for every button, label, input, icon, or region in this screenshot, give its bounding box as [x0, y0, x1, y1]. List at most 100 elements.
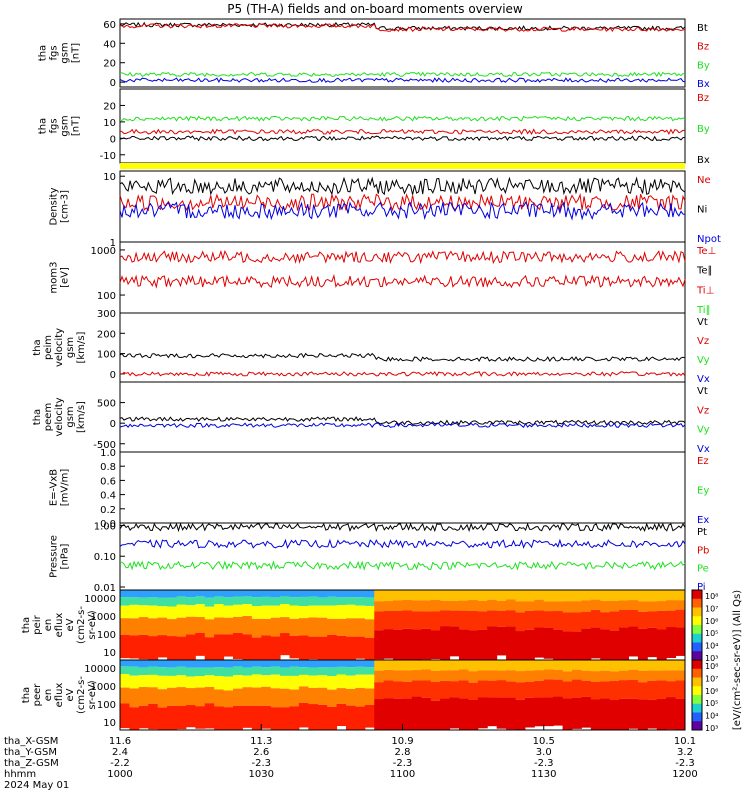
spectrogram-cell	[647, 590, 658, 602]
colorbar-swatch	[692, 633, 702, 643]
legend-item: Te∥	[696, 266, 713, 277]
spectrogram-cell	[261, 686, 272, 706]
spectrogram-cell	[289, 689, 300, 707]
series-Vt	[119, 416, 686, 426]
spectrogram-cell	[289, 618, 300, 636]
spectrogram-cell	[543, 627, 554, 659]
panel-frame	[119, 18, 686, 88]
spectrogram-cell	[280, 633, 290, 656]
spectrogram-cell	[600, 698, 611, 730]
x-axis-row-label: 2024 May 01	[4, 780, 69, 791]
spectrogram-cell	[251, 637, 262, 660]
spectrogram-cell	[336, 590, 347, 598]
legend-item: Vx	[697, 444, 710, 455]
spectrogram-cell	[242, 596, 253, 605]
spectrogram-cell	[637, 660, 648, 671]
spectrogram-cell	[524, 682, 535, 698]
x-tick-label: 1100	[390, 769, 415, 780]
legend-item: Vt	[697, 317, 708, 328]
spectrogram-cell	[515, 699, 526, 730]
spectrogram-cell	[214, 689, 225, 707]
spectrogram-cell	[336, 618, 347, 636]
y-tick-label: 1.00	[94, 521, 116, 532]
spectrogram-cell	[317, 667, 328, 676]
spectrogram-cell	[459, 680, 469, 699]
spectrogram-cell	[449, 670, 460, 682]
colorbar-swatch	[692, 660, 702, 670]
spectrogram-cell	[233, 675, 243, 689]
spectrogram-cell	[138, 634, 149, 660]
colorbar-swatch	[692, 721, 702, 731]
spectrogram-cell	[459, 660, 469, 670]
y-tick-label: 300	[97, 309, 116, 320]
colorbar-swatch	[692, 616, 702, 626]
spectrogram-cell	[242, 667, 253, 676]
spectrogram-cell	[129, 635, 140, 659]
spectrogram-cell	[298, 590, 309, 597]
spectrogram-cell	[421, 628, 432, 660]
spectrogram-cell	[666, 610, 677, 628]
y-tick-label: 500	[97, 399, 116, 410]
colorbar-swatch	[692, 607, 702, 617]
spectrogram-cell	[129, 688, 140, 708]
spectrogram-cell	[148, 674, 159, 688]
spectrogram-cell	[459, 590, 469, 601]
spectrogram-cell	[233, 616, 243, 633]
y-tick-label: 20	[103, 101, 116, 112]
spectrogram-cell	[383, 629, 394, 659]
spectrogram-cell	[233, 666, 243, 676]
spectrogram-cell	[364, 605, 375, 620]
y-tick-label: 20	[103, 59, 116, 70]
spectrogram-cell	[280, 707, 290, 730]
spectrogram-cell	[600, 629, 611, 660]
spectrogram-cell	[120, 660, 130, 667]
spectrogram-cell	[609, 611, 620, 631]
spectrogram-cell	[553, 696, 564, 726]
spectrogram-cell	[355, 674, 366, 688]
colorbar-swatch	[692, 677, 702, 687]
legend-item: Pi	[697, 582, 706, 593]
y-axis-label: peer	[32, 683, 43, 707]
spectrogram-cell	[308, 590, 319, 597]
spectrogram-cell	[364, 590, 375, 598]
spectrogram-cell	[656, 670, 667, 681]
y-tick-label: 100	[97, 630, 116, 641]
spectrogram-cell	[214, 634, 225, 660]
spectrogram-cell	[223, 605, 234, 618]
spectrogram-cell	[317, 636, 328, 660]
spectrogram-cell	[572, 631, 582, 660]
spectrogram-cell	[628, 609, 639, 627]
spectrogram-cell	[543, 697, 554, 727]
spectrogram-cell	[242, 660, 253, 668]
spectrogram-cell	[289, 660, 300, 667]
legend-item: Pb	[697, 545, 709, 556]
spectrogram-cell	[647, 611, 658, 628]
y-tick-label: 0.4	[100, 491, 116, 502]
x-tick-label: -2.3	[393, 758, 413, 769]
spectrogram-cell	[270, 666, 281, 675]
spectrogram-cell	[157, 667, 168, 676]
spectrogram-cell	[355, 605, 366, 619]
spectrogram-cell	[138, 660, 149, 668]
colorbar-swatch	[692, 625, 702, 635]
spectrogram-cell	[637, 628, 648, 660]
spectrogram-cell	[449, 600, 460, 611]
spectrogram-cell	[374, 660, 385, 671]
spectrogram-cell	[298, 674, 309, 687]
spectrogram-cell	[195, 667, 206, 677]
spectrogram-cell	[590, 660, 601, 672]
spectrogram-cell	[346, 660, 356, 668]
spectrogram-cell	[195, 706, 206, 729]
legend-item: Vx	[697, 374, 710, 385]
spectrogram-cell	[477, 590, 488, 601]
legend-item: Bz	[697, 93, 709, 104]
spectrogram-cell	[590, 599, 601, 610]
y-axis-label: sr-eV)	[87, 680, 98, 709]
spectrogram-cell	[138, 675, 149, 688]
spectrogram-cell	[468, 699, 479, 730]
spectrogram-cell	[129, 675, 140, 689]
spectrogram-cell	[346, 688, 356, 706]
spectrogram-cell	[298, 635, 309, 660]
spectrogram-cell	[148, 618, 159, 637]
y-tick-label: 0.01	[94, 583, 116, 594]
